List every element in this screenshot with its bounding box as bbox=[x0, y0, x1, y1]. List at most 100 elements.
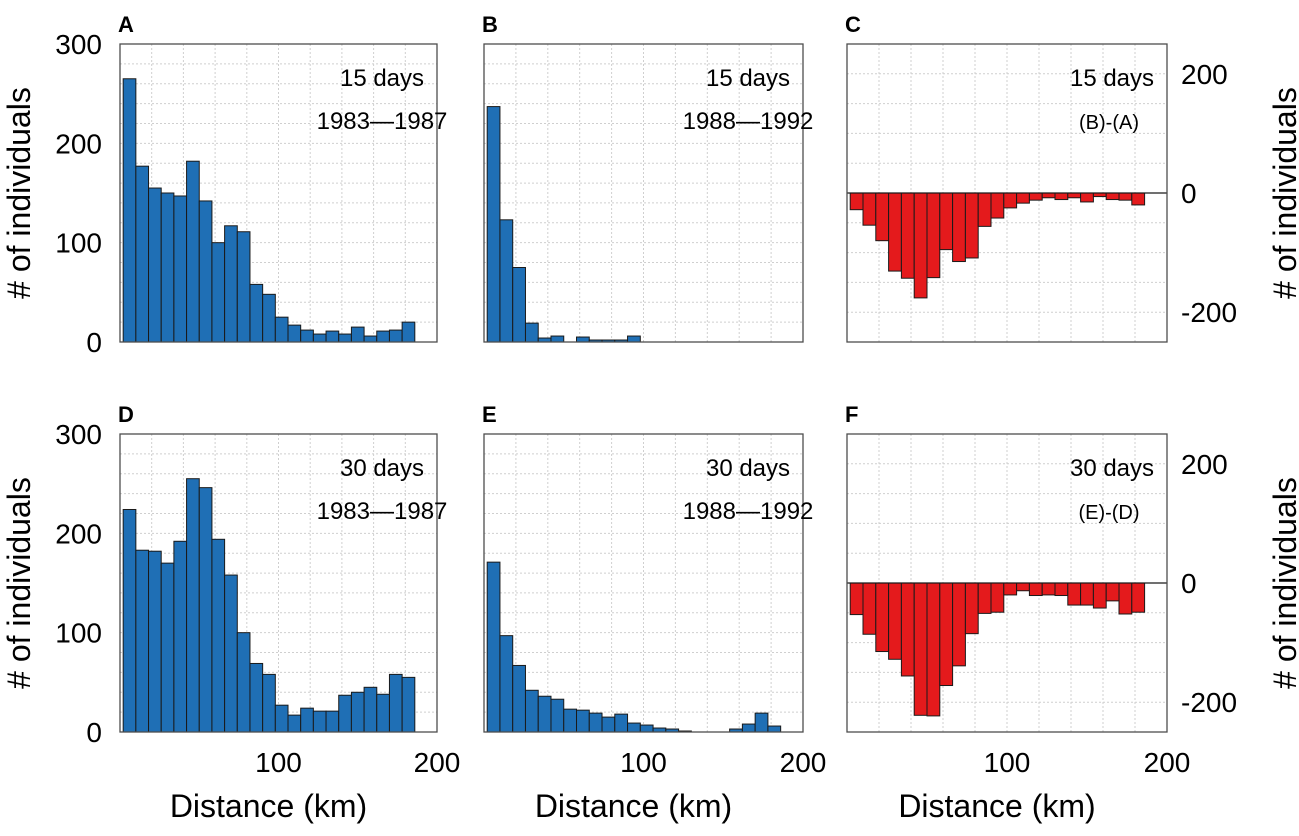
grid bbox=[484, 44, 803, 342]
bar bbox=[1028, 582, 1043, 597]
y-axis-label: # of individuals bbox=[1267, 87, 1299, 299]
annotation-years: (E)-(D) bbox=[1078, 502, 1139, 524]
y-tick-label: 100 bbox=[55, 618, 102, 649]
bar bbox=[849, 192, 864, 211]
x-tick-label: 200 bbox=[414, 747, 461, 778]
bar bbox=[350, 326, 365, 343]
bar bbox=[754, 712, 769, 733]
panel-e: E 30 days 1988—1992 100 200 Distance (km) bbox=[482, 402, 826, 824]
bars bbox=[849, 582, 1146, 717]
panel-label: F bbox=[845, 402, 858, 427]
bar bbox=[401, 321, 416, 343]
bar bbox=[1105, 582, 1120, 602]
x-axis-label: Distance (km) bbox=[170, 788, 367, 824]
bar bbox=[926, 582, 941, 717]
bar bbox=[537, 695, 552, 733]
bar bbox=[173, 195, 188, 343]
bar bbox=[376, 330, 390, 343]
x-tick-label: 100 bbox=[255, 747, 302, 778]
bars bbox=[849, 192, 1146, 299]
bar bbox=[249, 283, 264, 343]
bar bbox=[964, 192, 979, 259]
y-axis-label: # of individuals bbox=[1267, 477, 1299, 689]
bar bbox=[888, 582, 902, 660]
bar bbox=[952, 192, 966, 263]
y-tick-label: 0 bbox=[86, 327, 102, 358]
x-axis-label: Distance (km) bbox=[535, 788, 732, 824]
y-tick-label: 0 bbox=[1181, 178, 1197, 209]
bar bbox=[287, 714, 302, 733]
bar bbox=[363, 686, 378, 733]
bar bbox=[249, 662, 264, 733]
annotation-years: 1988—1992 bbox=[683, 108, 814, 135]
bar bbox=[1067, 192, 1082, 199]
axes-frame bbox=[846, 43, 1168, 343]
bar bbox=[148, 550, 162, 733]
bar bbox=[325, 710, 340, 733]
y-tick-label: 200 bbox=[1181, 449, 1228, 480]
bar bbox=[1080, 582, 1094, 606]
bar bbox=[614, 713, 629, 733]
bar bbox=[312, 710, 327, 733]
y-tick-label: 200 bbox=[55, 518, 102, 549]
bar bbox=[1054, 192, 1069, 201]
bar bbox=[312, 333, 327, 343]
bar bbox=[939, 192, 954, 251]
bar bbox=[376, 693, 390, 733]
bar bbox=[977, 582, 992, 614]
bar bbox=[741, 723, 756, 733]
y-axis-label: # of individuals bbox=[1, 87, 37, 299]
bars bbox=[122, 78, 416, 343]
bar bbox=[486, 561, 501, 733]
bar bbox=[499, 219, 514, 343]
bar bbox=[173, 540, 188, 733]
annotation-period: 15 days bbox=[706, 65, 790, 92]
x-tick-label: 100 bbox=[620, 747, 667, 778]
bar bbox=[512, 267, 526, 343]
bar bbox=[300, 329, 314, 343]
bar bbox=[236, 632, 251, 733]
panel-label: A bbox=[118, 12, 134, 37]
annotation-years: 1983—1987 bbox=[317, 498, 448, 525]
bar bbox=[338, 333, 352, 343]
axes-frame bbox=[846, 433, 1168, 733]
bar bbox=[486, 106, 501, 343]
bar bbox=[1118, 582, 1133, 615]
bar bbox=[148, 187, 162, 343]
bar bbox=[926, 192, 941, 279]
bar bbox=[1054, 582, 1069, 597]
y-tick-label: 200 bbox=[55, 128, 102, 159]
y-tick-label: 0 bbox=[86, 717, 102, 748]
bar bbox=[524, 689, 539, 733]
y-axis-label: # of individuals bbox=[1, 477, 37, 689]
bar bbox=[990, 192, 1005, 219]
y-tick-label: 200 bbox=[1181, 59, 1228, 90]
bars bbox=[486, 106, 641, 343]
bar bbox=[849, 582, 864, 616]
bar bbox=[601, 716, 616, 733]
panel-a: A 15 days 1983—1987 0 100 200 300 # of individu… bbox=[1, 12, 447, 358]
bar bbox=[1016, 192, 1030, 204]
bar bbox=[274, 704, 289, 733]
bar bbox=[576, 709, 590, 733]
bar bbox=[499, 635, 514, 733]
y-tick-label: 0 bbox=[1181, 568, 1197, 599]
annotation-period: 30 days bbox=[340, 455, 424, 482]
bar bbox=[576, 336, 590, 343]
bar bbox=[186, 478, 200, 733]
x-tick-label: 200 bbox=[780, 747, 827, 778]
x-tick-label: 200 bbox=[1144, 747, 1191, 778]
panel-d: D 30 days 1983—1987 0 100 200 300 # of individu… bbox=[1, 402, 460, 824]
bar bbox=[135, 165, 150, 343]
annotation-period: 30 days bbox=[706, 455, 790, 482]
bar bbox=[1092, 582, 1107, 609]
panel-label: D bbox=[118, 402, 134, 427]
bar bbox=[1016, 582, 1030, 592]
annotation-period: 15 days bbox=[1070, 65, 1154, 92]
bar bbox=[160, 192, 175, 343]
bar bbox=[913, 582, 928, 716]
bar bbox=[1080, 192, 1094, 203]
bar bbox=[401, 676, 416, 733]
bar bbox=[964, 582, 979, 635]
bar bbox=[767, 725, 782, 733]
